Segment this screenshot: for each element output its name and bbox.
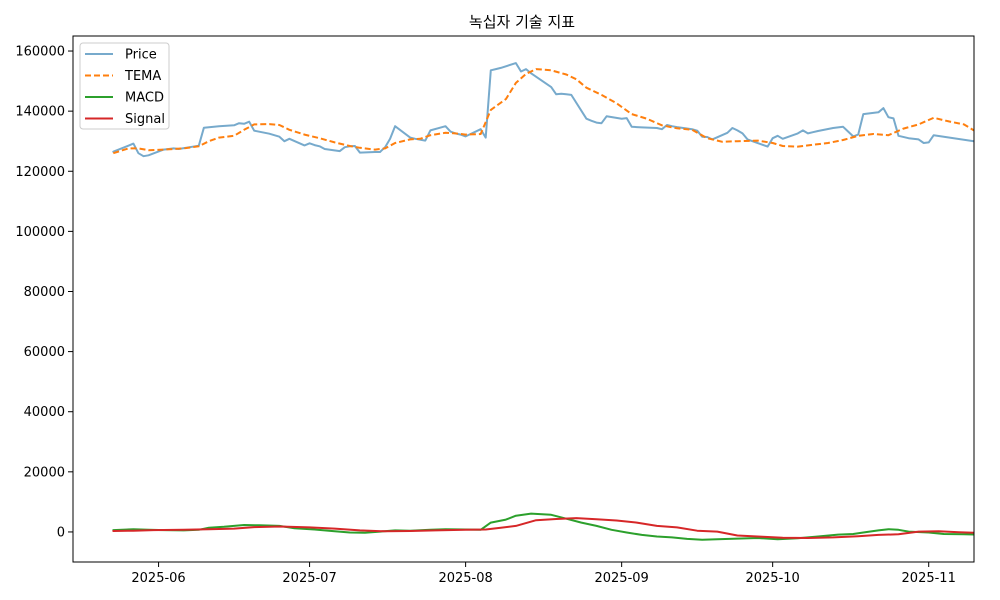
x-tick-label: 2025-09 <box>594 571 648 586</box>
legend-box <box>79 42 170 130</box>
series-line-signal <box>112 517 974 539</box>
x-tick-label: 2025-08 <box>438 571 492 586</box>
series-layer <box>112 62 974 541</box>
x-tick-label: 2025-06 <box>131 571 185 586</box>
y-tick-label: 0 <box>57 525 65 540</box>
y-tick-label: 60000 <box>24 345 65 360</box>
series-line-price <box>112 62 974 158</box>
x-axis: 2025-06 2025-07 2025-08 2025-09 2025-10 2025-… <box>131 562 956 586</box>
legend-label-signal: Signal <box>125 112 165 127</box>
y-tick-label: 100000 <box>15 225 65 240</box>
y-axis: 0 20000 40000 60000 80000 100000 120000 140000 1… <box>15 45 73 540</box>
legend-label-macd: MACD <box>125 91 164 106</box>
x-tick-label: 2025-10 <box>745 571 799 586</box>
x-tick-label: 2025-07 <box>282 571 336 586</box>
y-tick-label: 140000 <box>15 105 65 120</box>
y-tick-label: 80000 <box>24 285 65 300</box>
x-tick-label: 2025-11 <box>902 571 956 586</box>
y-tick-label: 20000 <box>24 465 65 480</box>
legend-label-tema: TEMA <box>124 69 161 84</box>
series-line-tema <box>112 68 974 155</box>
plot-area-frame <box>72 35 975 563</box>
legend: Price TEMA MACD Signal <box>79 42 170 130</box>
y-tick-label: 160000 <box>15 45 65 60</box>
y-tick-label: 120000 <box>15 165 65 180</box>
legend-label-price: Price <box>125 48 157 63</box>
y-tick-label: 40000 <box>24 405 65 420</box>
chart-title: 녹십자 기술 지표 <box>469 13 575 31</box>
